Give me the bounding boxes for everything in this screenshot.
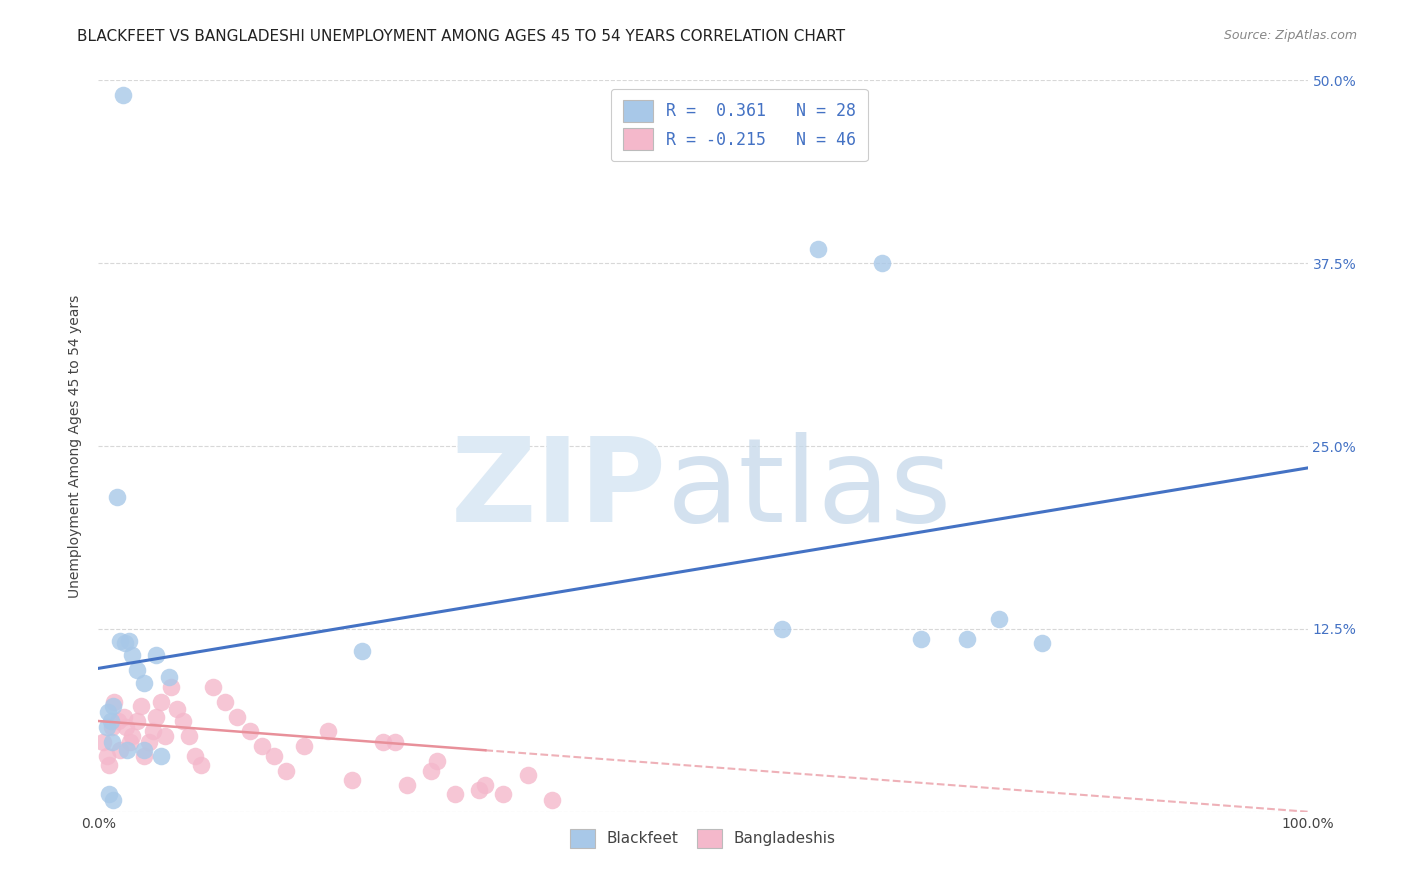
Point: [468, 782, 491, 797]
Point: [516, 768, 538, 782]
Point: [108, 633, 131, 648]
Text: ZIP: ZIP: [451, 433, 666, 548]
Point: [274, 764, 297, 778]
Point: [184, 749, 207, 764]
Point: [426, 754, 449, 768]
Point: [145, 648, 167, 663]
Point: [190, 758, 212, 772]
Point: [138, 734, 160, 748]
Point: [118, 633, 141, 648]
Point: [101, 793, 124, 807]
Point: [91, 734, 114, 748]
Point: [121, 729, 143, 743]
Point: [134, 743, 156, 757]
Point: [96, 720, 118, 734]
Point: [770, 622, 793, 636]
Text: Source: ZipAtlas.com: Source: ZipAtlas.com: [1223, 29, 1357, 42]
Point: [160, 681, 183, 695]
Point: [150, 749, 173, 764]
Point: [100, 720, 122, 734]
Point: [121, 648, 143, 663]
Point: [292, 739, 315, 753]
Point: [988, 612, 1011, 626]
Text: atlas: atlas: [666, 433, 952, 548]
Point: [114, 636, 136, 650]
Point: [540, 793, 562, 807]
Y-axis label: Unemployment Among Ages 45 to 54 years: Unemployment Among Ages 45 to 54 years: [69, 294, 83, 598]
Point: [420, 764, 443, 778]
Point: [350, 644, 373, 658]
Point: [108, 743, 131, 757]
Point: [157, 670, 180, 684]
Legend: Blackfeet, Bangladeshis: Blackfeet, Bangladeshis: [562, 822, 844, 855]
Point: [870, 256, 893, 270]
Text: BLACKFEET VS BANGLADESHI UNEMPLOYMENT AMONG AGES 45 TO 54 YEARS CORRELATION CHAR: BLACKFEET VS BANGLADESHI UNEMPLOYMENT AM…: [77, 29, 845, 44]
Point: [342, 772, 364, 787]
Point: [105, 490, 128, 504]
Point: [384, 734, 406, 748]
Point: [96, 749, 118, 764]
Point: [101, 699, 124, 714]
Point: [115, 720, 138, 734]
Point: [150, 695, 173, 709]
Point: [1031, 636, 1053, 650]
Point: [226, 709, 249, 723]
Point: [134, 749, 156, 764]
Point: [98, 758, 121, 772]
Point: [807, 242, 830, 256]
Point: [100, 734, 122, 748]
Point: [172, 714, 194, 728]
Point: [395, 778, 418, 792]
Point: [250, 739, 273, 753]
Point: [129, 699, 152, 714]
Point: [127, 714, 149, 728]
Point: [202, 681, 225, 695]
Point: [103, 695, 125, 709]
Point: [118, 734, 141, 748]
Point: [107, 714, 129, 728]
Point: [179, 729, 201, 743]
Point: [316, 724, 339, 739]
Point: [214, 695, 236, 709]
Point: [112, 709, 135, 723]
Point: [117, 743, 139, 757]
Point: [239, 724, 262, 739]
Point: [153, 729, 176, 743]
Point: [166, 702, 188, 716]
Point: [145, 709, 167, 723]
Point: [142, 724, 165, 739]
Point: [263, 749, 285, 764]
Point: [100, 714, 122, 728]
Point: [97, 705, 120, 719]
Point: [444, 787, 467, 801]
Point: [127, 663, 149, 677]
Point: [474, 778, 496, 792]
Point: [910, 632, 932, 646]
Point: [371, 734, 394, 748]
Point: [492, 787, 515, 801]
Point: [134, 676, 156, 690]
Point: [98, 787, 121, 801]
Point: [955, 632, 977, 646]
Point: [111, 87, 134, 102]
